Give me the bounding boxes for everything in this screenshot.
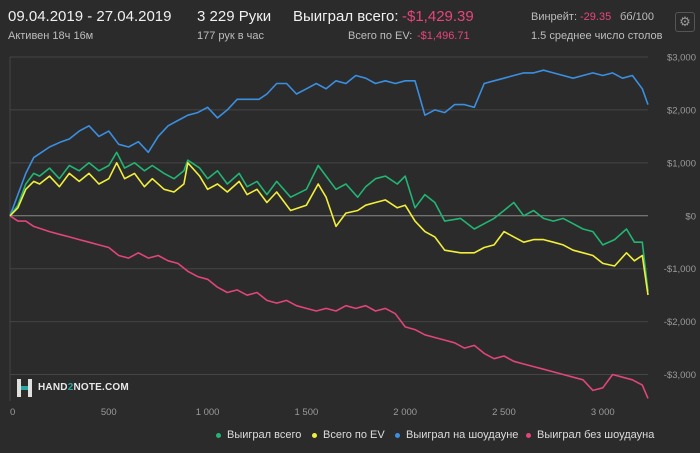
y-tick-label: -$1,000 <box>664 264 696 275</box>
legend-dot <box>526 432 531 438</box>
x-tick-label: 3 000 <box>591 407 615 418</box>
y-tick-label: $0 <box>685 211 696 222</box>
y-tick-label: $1,000 <box>667 158 696 169</box>
chart-legend: Выиграл всего Всего по EV Выиграл на шоу… <box>0 429 700 447</box>
x-tick-label: 0 <box>10 407 15 418</box>
hand2note-logo-icon <box>17 379 32 397</box>
legend-dot <box>216 432 221 438</box>
bankroll-chart: $3,000 $2,000 $1,000 $0 -$1,000 -$2,000 -$3,00… <box>9 53 696 418</box>
legend-item-non-showdown[interactable]: Выиграл без шоудауна <box>526 429 654 441</box>
x-tick-label: 500 <box>101 407 117 418</box>
stats-header: 09.04.2019 - 27.04.2019 Активен 18ч 16м … <box>0 0 700 50</box>
legend-dot <box>395 432 400 438</box>
legend-label: Выиграл без шоудауна <box>537 429 655 441</box>
legend-dot <box>312 432 317 438</box>
x-tick-label: 2 000 <box>393 407 417 418</box>
legend-item-showdown[interactable]: Выиграл на шоудауне <box>395 429 518 441</box>
y-axis-ticks: $3,000 $2,000 $1,000 $0 -$1,000 -$2,000 -$3,00… <box>664 53 696 382</box>
winrate-value: -29.35 <box>580 11 612 23</box>
chart-grid <box>9 56 648 401</box>
legend-label: Выиграл всего <box>227 429 302 441</box>
x-axis-ticks: 0 500 1 000 1 500 2 000 2 500 3 000 <box>10 407 615 418</box>
won-total-label: Выиграл всего: <box>293 8 399 25</box>
gear-icon[interactable]: ⚙ <box>675 12 695 32</box>
series-line-3 <box>9 215 649 399</box>
y-tick-label: $3,000 <box>667 53 696 64</box>
active-time: Активен 18ч 16м <box>8 30 94 42</box>
logo-text-num: 2 <box>67 382 74 393</box>
logo-text-suffix: NOTE.COM <box>73 382 129 393</box>
winrate-unit: бб/100 <box>620 11 655 23</box>
winrate-label: Винрейт: <box>531 11 578 23</box>
avg-tables: 1.5 среднее число столов <box>531 30 663 42</box>
hands-per-hour: 177 рук в час <box>197 30 265 42</box>
won-total-value: -$1,429.39 <box>402 8 474 25</box>
series-line-1 <box>9 162 649 296</box>
hands-count: 3 229 Руки <box>197 8 272 25</box>
series-line-0 <box>9 151 649 292</box>
ev-label: Всего по EV: <box>348 30 413 42</box>
x-tick-label: 1 500 <box>294 407 318 418</box>
legend-item-ev[interactable]: Всего по EV <box>312 429 385 441</box>
series-line-2 <box>9 69 649 217</box>
date-range: 09.04.2019 - 27.04.2019 <box>8 8 172 25</box>
y-tick-label: $2,000 <box>667 105 696 116</box>
legend-label: Всего по EV <box>323 429 385 441</box>
x-tick-label: 1 000 <box>196 407 220 418</box>
chart-series <box>9 69 649 399</box>
ev-value: -$1,496.71 <box>417 30 470 42</box>
legend-item-won-total[interactable]: Выиграл всего <box>216 429 301 441</box>
y-tick-label: -$3,000 <box>664 370 696 381</box>
legend-label: Выиграл на шоудауне <box>406 429 519 441</box>
x-tick-label: 2 500 <box>492 407 516 418</box>
logo-text-prefix: HAND <box>38 382 68 393</box>
y-tick-label: -$2,000 <box>664 317 696 328</box>
